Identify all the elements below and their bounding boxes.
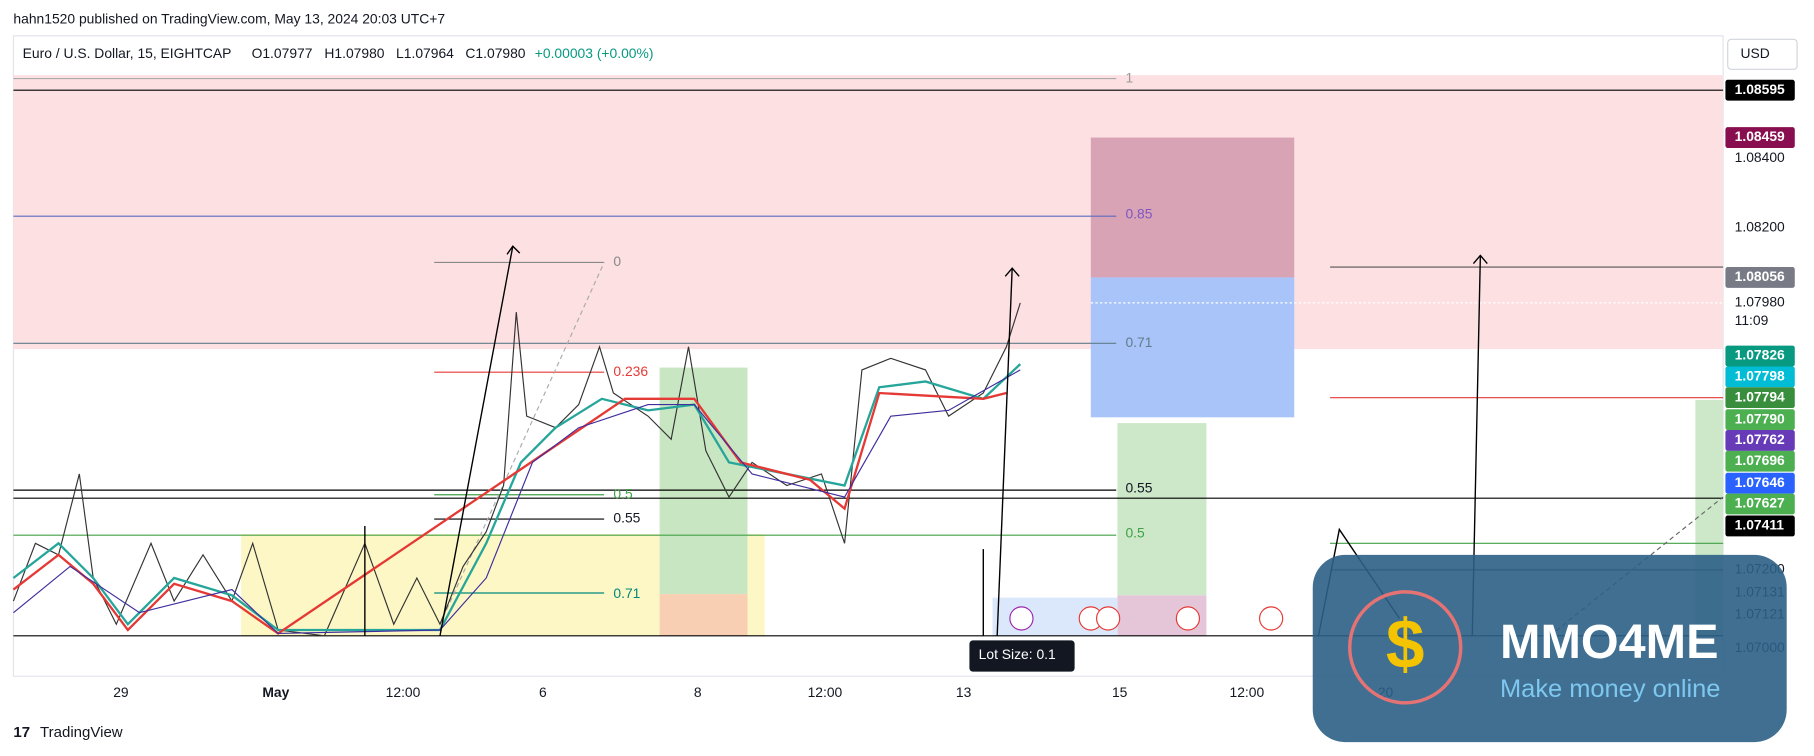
event-icon xyxy=(1258,606,1284,631)
price-badge xyxy=(1725,515,1795,537)
open: O1.07977 xyxy=(252,45,313,61)
fib-label: 0 xyxy=(613,253,621,269)
arrow xyxy=(996,268,1013,636)
fib-label: 0.85 xyxy=(1125,206,1152,222)
long-stop-box xyxy=(659,594,748,636)
price-label: 1.07790 xyxy=(1735,410,1785,426)
time-label: 12:00 xyxy=(386,684,421,700)
watermark-brand: MMO4ME xyxy=(1500,615,1718,669)
watermark-logo xyxy=(1347,590,1463,705)
price-path xyxy=(12,302,1021,637)
ema xyxy=(12,363,1022,632)
price-label: 1.07798 xyxy=(1735,368,1785,384)
watermark: $ MMO4ME Make money online xyxy=(1312,554,1787,743)
fib-label: 0.55 xyxy=(613,510,640,526)
price-badge xyxy=(1725,493,1795,515)
time-label: 15 xyxy=(1112,684,1128,700)
price-label: 1.07646 xyxy=(1735,474,1785,490)
fib-label: 0.5 xyxy=(613,485,633,501)
fib-label: 0.5 xyxy=(1125,525,1145,541)
currency[interactable]: USD xyxy=(1740,45,1769,61)
close: C1.07980 xyxy=(465,45,525,61)
price-badge xyxy=(1725,267,1795,288)
short-target-box xyxy=(1090,277,1295,418)
footer-logo: 17 xyxy=(13,724,30,741)
time-label: 13 xyxy=(956,684,972,700)
fib-label: 0.71 xyxy=(1125,334,1152,350)
supply-zone xyxy=(13,75,1724,350)
low: L1.07964 xyxy=(396,45,454,61)
time-label: 8 xyxy=(694,684,702,700)
price-badge xyxy=(1725,472,1795,494)
price-label: 1.08400 xyxy=(1735,149,1785,165)
arrow-head xyxy=(506,245,521,255)
footer: TradingView xyxy=(40,724,123,741)
levels xyxy=(13,78,1724,637)
price-badge xyxy=(1725,430,1795,451)
ema-slow xyxy=(13,369,1021,635)
high: H1.07980 xyxy=(324,45,384,61)
pane-frame xyxy=(12,35,1724,677)
time-label: May xyxy=(262,684,289,700)
arrow-head xyxy=(1472,254,1488,265)
watermark-dollar: $ xyxy=(1386,605,1425,683)
price-label: 1.08595 xyxy=(1735,81,1785,97)
price-label: 1.07696 xyxy=(1735,452,1785,468)
symbol: Euro / U.S. Dollar, 15, EIGHTCAP xyxy=(23,45,232,61)
price-badge xyxy=(1725,409,1795,431)
price-badge xyxy=(1725,79,1795,101)
ema-fast xyxy=(12,391,1007,635)
time-label: 12:00 xyxy=(1230,684,1265,700)
price-label: 1.08459 xyxy=(1735,128,1785,144)
price-label: 1.08056 xyxy=(1735,268,1785,284)
tooltip: Lot Size: 0.1 xyxy=(979,646,1056,662)
price-badge xyxy=(1725,387,1795,409)
price-label: 1.07980 xyxy=(1735,294,1785,310)
publisher: hahn1520 published on TradingView.com, M… xyxy=(13,10,445,26)
long-target-box-2 xyxy=(1117,423,1207,596)
event-icon xyxy=(1095,606,1121,631)
price-label: 1.07411 xyxy=(1735,517,1785,533)
long-target-box xyxy=(659,367,748,595)
fib-label: 0.71 xyxy=(613,585,640,601)
change: +0.00003 (+0.00%) xyxy=(535,45,654,61)
arrow-head xyxy=(1004,267,1020,277)
price-badge xyxy=(1725,345,1795,367)
short-stop-box xyxy=(1090,137,1295,278)
price-badge xyxy=(1725,127,1795,148)
price-label: 11:09 xyxy=(1735,312,1769,328)
event-icon xyxy=(1175,606,1201,631)
price-badge xyxy=(1725,450,1795,472)
arrow xyxy=(439,246,514,636)
event-icon xyxy=(1009,606,1034,631)
price-label: 1.08200 xyxy=(1735,218,1785,234)
tooltip-box xyxy=(969,640,1075,672)
currency-button[interactable] xyxy=(1727,38,1798,70)
time-label: 12:00 xyxy=(808,684,843,700)
fib-trend xyxy=(439,262,605,625)
price-label: 1.07794 xyxy=(1735,388,1785,404)
event-icons xyxy=(1009,606,1284,631)
price-label: 1.07762 xyxy=(1735,431,1785,447)
fib-label: 1 xyxy=(1125,69,1133,85)
time-label: 6 xyxy=(539,684,547,700)
price-label: 1.07627 xyxy=(1735,495,1785,511)
time-label: 29 xyxy=(113,684,129,700)
fib-label: 0.236 xyxy=(613,363,648,379)
watermark-slogan: Make money online xyxy=(1500,675,1720,703)
price-badge xyxy=(1725,366,1795,388)
fib-label: 0.55 xyxy=(1125,480,1152,496)
price-label: 1.07826 xyxy=(1735,347,1785,363)
